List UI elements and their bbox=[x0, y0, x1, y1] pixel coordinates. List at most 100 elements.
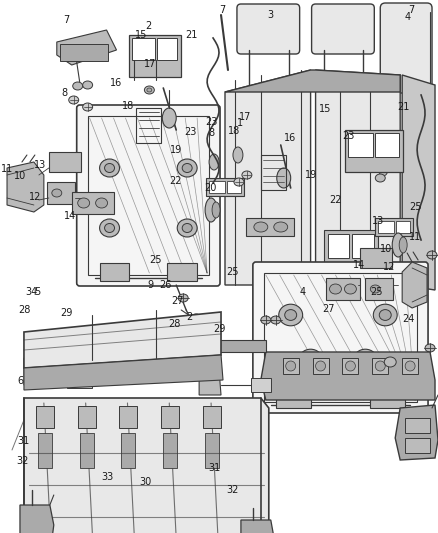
Text: 1: 1 bbox=[237, 118, 243, 127]
Bar bbox=[78, 406, 95, 428]
Bar bbox=[246, 218, 294, 236]
Text: 32: 32 bbox=[17, 456, 29, 466]
Polygon shape bbox=[395, 405, 438, 460]
Ellipse shape bbox=[359, 354, 371, 366]
FancyBboxPatch shape bbox=[311, 4, 374, 54]
Text: 21: 21 bbox=[397, 102, 410, 111]
Text: 7: 7 bbox=[219, 5, 225, 14]
Bar bbox=[372, 358, 388, 374]
Ellipse shape bbox=[83, 103, 92, 111]
Bar bbox=[261, 155, 286, 190]
Bar bbox=[72, 192, 113, 214]
Text: 25: 25 bbox=[370, 287, 382, 297]
Bar bbox=[120, 406, 138, 428]
Bar bbox=[130, 35, 181, 77]
Polygon shape bbox=[67, 370, 92, 388]
Bar bbox=[313, 358, 328, 374]
Bar bbox=[136, 108, 161, 143]
Ellipse shape bbox=[274, 222, 288, 232]
Bar bbox=[346, 130, 403, 172]
Ellipse shape bbox=[78, 198, 90, 208]
Polygon shape bbox=[199, 370, 221, 395]
Ellipse shape bbox=[405, 361, 415, 371]
Bar bbox=[375, 133, 399, 157]
FancyBboxPatch shape bbox=[380, 3, 432, 93]
Ellipse shape bbox=[234, 178, 244, 186]
Ellipse shape bbox=[162, 108, 176, 128]
Ellipse shape bbox=[399, 237, 407, 253]
Bar bbox=[36, 406, 54, 428]
Polygon shape bbox=[7, 162, 44, 212]
Ellipse shape bbox=[375, 174, 385, 182]
Text: 5: 5 bbox=[34, 287, 40, 297]
Text: 22: 22 bbox=[169, 176, 181, 186]
Bar bbox=[203, 406, 221, 428]
Bar bbox=[227, 181, 241, 193]
Text: 32: 32 bbox=[226, 486, 238, 495]
Text: 27: 27 bbox=[171, 296, 184, 306]
Ellipse shape bbox=[205, 350, 217, 360]
Text: 10: 10 bbox=[381, 245, 393, 254]
Bar bbox=[167, 263, 197, 281]
Ellipse shape bbox=[147, 88, 152, 92]
Text: 16: 16 bbox=[110, 78, 122, 87]
Ellipse shape bbox=[384, 357, 396, 367]
Polygon shape bbox=[201, 340, 266, 352]
Ellipse shape bbox=[375, 361, 385, 371]
Bar bbox=[157, 38, 177, 60]
Ellipse shape bbox=[379, 310, 391, 320]
Text: 4: 4 bbox=[404, 12, 410, 22]
Ellipse shape bbox=[285, 310, 297, 320]
Text: 7: 7 bbox=[64, 15, 70, 25]
Bar bbox=[396, 221, 410, 233]
Bar bbox=[370, 390, 405, 408]
Ellipse shape bbox=[344, 284, 357, 294]
Bar bbox=[276, 390, 311, 408]
Bar bbox=[343, 358, 358, 374]
Bar bbox=[49, 152, 81, 172]
Text: 19: 19 bbox=[170, 146, 183, 155]
Bar bbox=[163, 433, 177, 468]
Bar bbox=[405, 418, 430, 433]
Bar bbox=[80, 433, 94, 468]
Polygon shape bbox=[24, 355, 223, 390]
Text: 2: 2 bbox=[187, 312, 193, 322]
Text: 19: 19 bbox=[305, 170, 318, 180]
Text: 22: 22 bbox=[329, 195, 342, 205]
Text: 13: 13 bbox=[34, 160, 46, 170]
Ellipse shape bbox=[177, 159, 197, 177]
Ellipse shape bbox=[254, 222, 268, 232]
Ellipse shape bbox=[105, 223, 114, 232]
Text: 18: 18 bbox=[122, 101, 134, 110]
Bar bbox=[121, 433, 135, 468]
Text: 23: 23 bbox=[343, 131, 355, 141]
Text: 24: 24 bbox=[402, 314, 414, 324]
Ellipse shape bbox=[277, 168, 291, 188]
Ellipse shape bbox=[209, 154, 219, 170]
Text: 15: 15 bbox=[319, 104, 332, 114]
Text: 25: 25 bbox=[409, 202, 422, 212]
Ellipse shape bbox=[73, 82, 83, 90]
Text: 26: 26 bbox=[159, 280, 172, 290]
Text: 7: 7 bbox=[408, 5, 414, 14]
Ellipse shape bbox=[373, 304, 397, 326]
Bar bbox=[60, 44, 108, 61]
Text: 25: 25 bbox=[226, 267, 238, 277]
Ellipse shape bbox=[261, 316, 271, 324]
Bar bbox=[205, 433, 219, 468]
Ellipse shape bbox=[392, 233, 404, 257]
Text: 8: 8 bbox=[61, 88, 67, 98]
Text: 29: 29 bbox=[60, 309, 73, 318]
Bar bbox=[209, 181, 225, 193]
Text: 14: 14 bbox=[64, 211, 76, 221]
Text: 31: 31 bbox=[17, 437, 29, 446]
Bar bbox=[206, 178, 244, 196]
Bar bbox=[353, 234, 374, 258]
Text: 12: 12 bbox=[29, 192, 42, 202]
Ellipse shape bbox=[425, 344, 435, 352]
Text: 29: 29 bbox=[213, 325, 225, 334]
Text: 3: 3 bbox=[267, 10, 273, 20]
Bar bbox=[88, 116, 209, 275]
Text: 30: 30 bbox=[140, 478, 152, 487]
Ellipse shape bbox=[427, 251, 437, 259]
